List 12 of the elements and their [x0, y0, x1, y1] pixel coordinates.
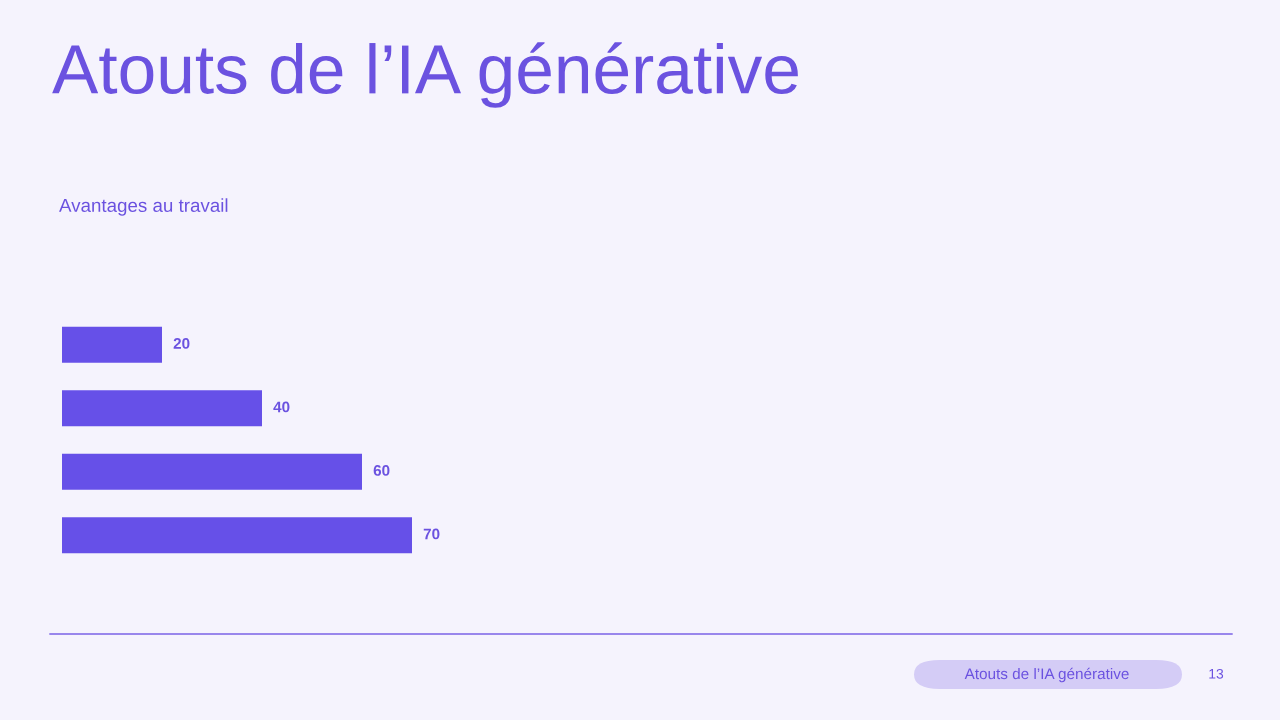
text: 13 [1209, 668, 1224, 679]
data-label: 60 [373, 465, 390, 476]
bar [62, 326, 162, 363]
chart-subtitle: Avantages au travail [59, 198, 228, 216]
text: Atouts de l’IA générative [964, 667, 1129, 683]
chart-title: Atouts de l’IA générative [52, 42, 798, 108]
bar [62, 390, 262, 427]
data-label: 70 [423, 528, 440, 540]
bar [62, 453, 362, 490]
bar [62, 517, 412, 554]
data-label: 20 [173, 338, 190, 349]
data-label: 40 [273, 401, 290, 413]
